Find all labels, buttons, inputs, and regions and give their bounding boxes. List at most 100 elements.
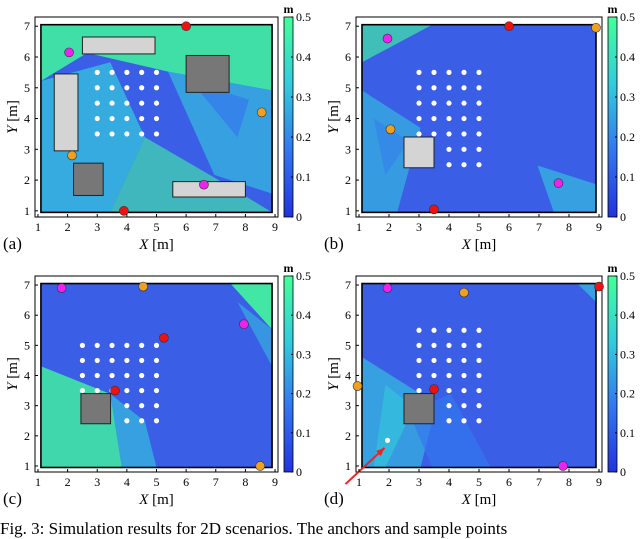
colorbar-tick-label: 0.4 [296,50,311,64]
sample-point [384,437,391,443]
x-tick-label: 6 [506,475,512,489]
sample-point [446,69,452,75]
y-tick-label: 2 [24,429,30,443]
field-region [373,118,409,175]
sample-point [139,403,145,409]
x-axis-label: X [m] [461,237,497,253]
anchor-point [110,385,120,396]
room-boundary [361,23,597,214]
colorbar-tick-label: 0.1 [296,426,311,440]
colorbar-tick-label: 0.1 [620,426,635,440]
sample-point [153,418,160,424]
sample-point [153,387,160,394]
y-tick-label: 3 [345,399,351,413]
y-tick-label: 2 [24,173,30,187]
sample-point [94,387,100,394]
sample-point [461,131,467,137]
colorbar-tick-label: 0.3 [296,90,311,104]
sample-point [431,372,437,379]
y-tick-label: 4 [345,112,351,126]
sample-point [446,372,452,379]
sample-point [476,403,482,409]
y-tick-label: 6 [24,50,30,64]
colorbar-tick-label: 0.5 [620,269,635,283]
sample-point [461,85,467,91]
anchor-point [119,206,129,216]
sample-point [139,357,145,364]
anchor-point [181,21,191,32]
sample-point [461,357,467,364]
x-tick-label: 3 [94,475,100,489]
sample-point [94,100,100,106]
room-boundary [361,282,597,469]
sample-point [124,372,130,379]
y-tick-label: 7 [24,19,30,33]
sample-point [476,69,482,75]
sample-point [476,146,482,152]
sample-point [416,342,422,348]
colorbar-tick-label: 0.5 [620,10,635,24]
sample-point [476,342,482,348]
obstacle [403,136,435,169]
sample-point [109,372,115,379]
colorbar-tick-label: 0.3 [620,90,635,104]
anchor-point [382,283,393,293]
sample-point [461,115,467,122]
sample-point [461,327,467,333]
sample-point [416,131,422,137]
sample-point [461,146,467,152]
sample-point [124,69,130,75]
field-region [577,283,596,302]
sample-point [124,387,130,394]
y-tick-label: 1 [345,204,351,218]
x-tick-label: 5 [476,475,482,489]
y-tick-label: 4 [24,369,30,383]
sample-point [79,387,86,394]
sample-point [416,387,422,394]
sample-point [139,387,145,394]
sample-point [94,115,100,122]
colorbar-tick-label: 0.2 [620,130,635,144]
x-tick-label: 4 [446,475,452,489]
sample-point [109,69,115,75]
y-tick-label: 5 [345,338,351,352]
anchor-point [199,179,209,190]
obstacle [53,73,79,152]
sample-point [153,85,160,91]
sample-point [109,115,115,122]
sample-point [124,342,130,348]
sample-point [476,115,482,122]
sample-point [431,115,437,122]
anchor-point [138,281,148,292]
sample-point [431,69,437,75]
field-region [110,393,157,468]
y-tick-label: 3 [345,142,351,156]
sample-point [416,357,422,364]
anchor-point [255,461,266,471]
obstacle [172,181,246,198]
colorbar-tick-label: 0.3 [620,347,635,361]
sample-point [431,357,437,364]
sample-point [109,131,115,137]
sample-point [153,372,160,379]
sample-point [153,357,160,364]
y-tick-label: 3 [24,399,30,413]
obstacle [403,393,435,425]
x-tick-label: 1 [35,220,41,234]
panel-label: (a) [3,234,22,253]
arrow-head [376,447,385,457]
x-tick-label: 7 [213,220,219,234]
x-tick-label: 7 [536,475,542,489]
x-axis-label: X [m] [138,492,174,508]
sample-point [416,100,422,106]
chart-panel-b: 1 2 3 4 5 6 7 8 9 1 2 3 4 5 6 7 X [m] Y [m] (b) m 0 0.1 0.2 0.3… [324,2,635,253]
sample-point [416,327,422,333]
x-tick-label: 8 [242,475,248,489]
colorbar-tick-label: 0.5 [296,269,311,283]
sample-point [109,342,115,348]
colorbar-tick-label: 0 [620,465,626,479]
x-tick-label: 7 [536,220,542,234]
colorbar-tick-label: 0.4 [620,50,635,64]
sample-point [94,342,100,348]
arrow-line [344,447,386,485]
